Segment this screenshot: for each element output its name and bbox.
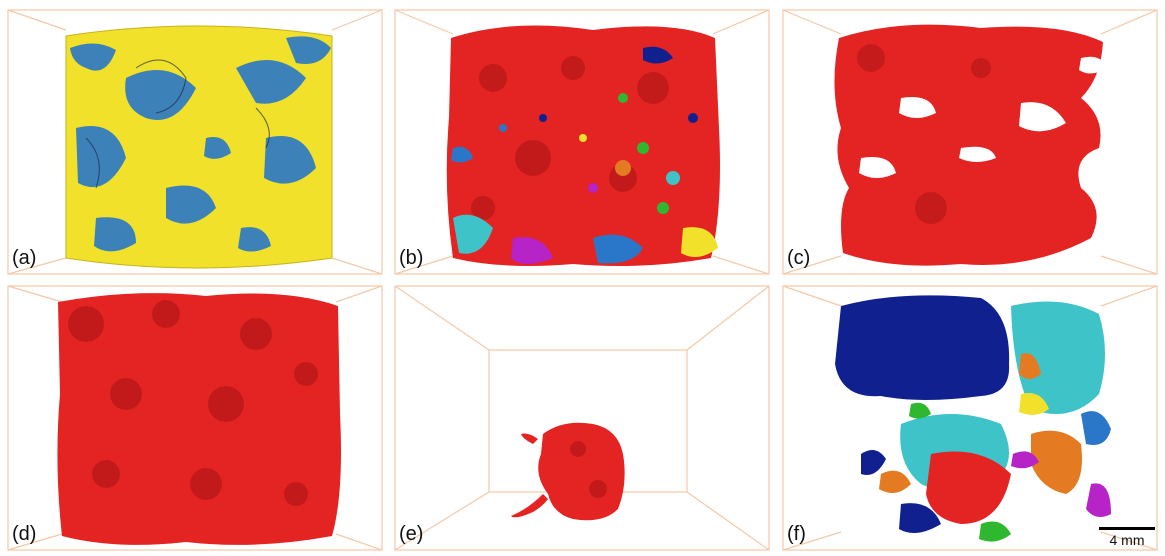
scale-bar: 4 mm: [1099, 527, 1155, 548]
bounding-box-frame: [7, 9, 383, 275]
panel-label: (c): [787, 247, 811, 269]
panel-c: (c): [781, 8, 1159, 276]
bounding-box-frame: [394, 9, 770, 275]
panel-f-render: [782, 285, 1158, 551]
panel-a-render: [7, 9, 383, 275]
panel-d-render: [7, 285, 383, 551]
cylinder-volume: [65, 25, 333, 269]
percolating-pore-cluster: [834, 24, 1107, 266]
bounding-box-frame: [782, 285, 1158, 551]
bounding-box-frame: [782, 9, 1158, 275]
panel-label: (f): [787, 523, 806, 545]
pore-network-multicolor: [446, 25, 720, 266]
panel-e-render: [394, 285, 770, 551]
scale-bar-line: [1099, 527, 1155, 530]
panel-label: (b): [399, 247, 424, 269]
panel-label: (e): [399, 523, 424, 545]
panel-b-render: [394, 9, 770, 275]
bounding-box-frame: [394, 285, 770, 551]
panel-label: (a): [12, 247, 37, 269]
panel-e: (e): [393, 284, 771, 552]
panel-d: (d): [6, 284, 384, 552]
multicolor-pore-clusters: [835, 295, 1111, 542]
bounding-box-frame: [7, 285, 383, 551]
dense-pore-cluster: [57, 293, 342, 545]
panel-label: (d): [12, 523, 37, 545]
panel-c-render: [782, 9, 1158, 275]
panel-b: (b): [393, 8, 771, 276]
panel-f: (f) 4 mm: [781, 284, 1159, 552]
scale-bar-label: 4 mm: [1109, 532, 1145, 548]
isolated-pore-cluster: [511, 422, 625, 521]
panel-a: (a): [6, 8, 384, 276]
